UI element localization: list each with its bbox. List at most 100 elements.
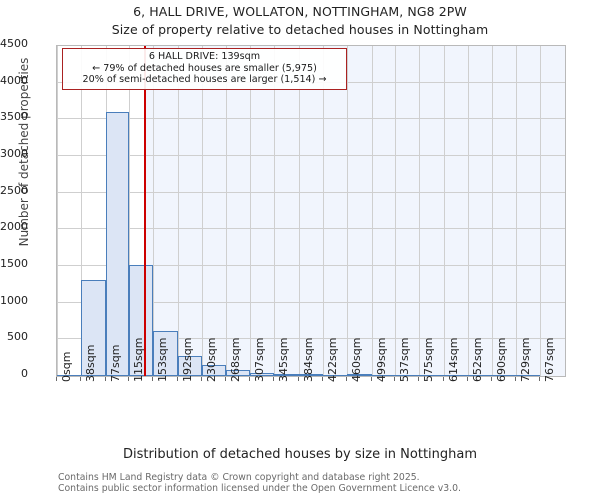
histogram-bar: [57, 375, 81, 376]
chart-header: 6, HALL DRIVE, WOLLATON, NOTTINGHAM, NG8…: [0, 0, 600, 37]
x-tick-mark: [515, 377, 517, 381]
x-tick-mark: [128, 377, 130, 381]
x-tick-mark: [249, 377, 251, 381]
x-tick-mark: [321, 377, 323, 381]
x-tick-label: 575sqm: [422, 337, 436, 382]
x-tick-label: 422sqm: [325, 337, 339, 382]
x-tick-label: 307sqm: [253, 337, 267, 382]
x-tick-label: 537sqm: [398, 337, 412, 382]
grid-line-vertical: [250, 46, 252, 376]
annotation-box: 6 HALL DRIVE: 139sqm ← 79% of detached h…: [62, 48, 347, 90]
y-tick-text: 3000: [0, 147, 28, 160]
histogram-bar: [346, 374, 372, 376]
page-title: 6, HALL DRIVE, WOLLATON, NOTTINGHAM, NG8…: [133, 4, 467, 19]
histogram-bar: [467, 375, 492, 376]
grid-line-horizontal: [57, 338, 565, 340]
histogram-bar: [299, 374, 323, 376]
histogram-bar: [225, 370, 251, 376]
grid-line-vertical: [225, 46, 227, 376]
x-axis-label: Distribution of detached houses by size …: [122, 447, 478, 462]
footer-line-1: Contains HM Land Registry data © Crown c…: [58, 472, 420, 483]
x-tick-label: 384sqm: [302, 337, 316, 382]
x-tick-mark: [394, 377, 396, 381]
y-tick-text: 500: [7, 330, 28, 344]
grid-line-horizontal: [57, 45, 565, 46]
x-tick-mark: [490, 377, 492, 381]
grid-line-vertical: [346, 46, 348, 376]
x-tick-mark: [177, 377, 178, 381]
histogram-bar: [516, 375, 541, 376]
x-tick-label: 652sqm: [470, 337, 484, 382]
x-tick-label: 38sqm: [83, 344, 97, 382]
x-tick-mark: [152, 377, 154, 381]
x-tick-label: 499sqm: [374, 337, 388, 382]
y-tick-text: 1500: [0, 257, 28, 270]
x-tick-label: 614sqm: [446, 337, 460, 382]
x-tick-mark: [56, 377, 57, 381]
grid-line-vertical: [395, 46, 397, 376]
histogram-bar: [419, 375, 444, 376]
y-tick-text: 2500: [0, 183, 28, 197]
x-tick-label: 0sqm: [60, 351, 73, 382]
x-tick-mark: [224, 377, 226, 381]
chart-subtitle: Size of property relative to detached ho…: [111, 22, 489, 37]
histogram-bar: [250, 372, 275, 376]
x-tick-mark: [345, 377, 347, 381]
histogram-bar: [491, 375, 517, 376]
histogram-bar: [153, 331, 178, 376]
grid-line-vertical: [467, 46, 469, 376]
grid-line-vertical: [129, 46, 131, 376]
y-tick-text: 2000: [0, 220, 28, 234]
grid-line-vertical: [419, 46, 421, 376]
annotation-line-3: 20% of semi-detached houses are larger (…: [82, 74, 327, 86]
y-tick-text: 1000: [0, 293, 28, 307]
histogram-bar: [395, 375, 420, 376]
x-tick-mark: [104, 377, 106, 381]
x-tick-mark: [298, 377, 300, 381]
grid-line-vertical: [80, 46, 82, 376]
footer-line-2: Contains public sector information licen…: [58, 483, 461, 494]
histogram-bar: [178, 356, 202, 376]
y-tick-text: 4000: [0, 73, 28, 87]
histogram-bar: [322, 375, 347, 376]
grid-line-vertical: [153, 46, 155, 376]
grid-line-vertical: [516, 46, 518, 376]
x-tick-label: 345sqm: [277, 337, 291, 382]
grid-line-horizontal: [57, 301, 565, 303]
x-tick-mark: [418, 377, 420, 381]
y-tick-text: 0: [21, 367, 28, 380]
x-tick-label: 460sqm: [349, 337, 363, 382]
histogram-bar: [371, 375, 396, 376]
right-shaded-region: [144, 46, 565, 376]
x-tick-label: 77sqm: [108, 344, 122, 382]
x-tick-mark: [539, 377, 541, 381]
x-tick-label: 268sqm: [228, 337, 242, 382]
grid-line-horizontal: [57, 265, 565, 266]
grid-line-horizontal: [57, 155, 565, 156]
histogram-bar: [129, 264, 154, 376]
x-tick-label: 767sqm: [543, 337, 557, 382]
x-tick-mark: [273, 377, 275, 381]
annotation-line-1: 6 HALL DRIVE: 139sqm: [148, 51, 261, 62]
grid-line-vertical: [57, 46, 58, 376]
x-tick-mark: [370, 377, 372, 381]
x-tick-label: 690sqm: [494, 337, 508, 382]
property-size-marker-line: [143, 46, 146, 376]
grid-line-vertical: [299, 46, 301, 376]
x-tick-mark: [200, 377, 202, 381]
histogram-bar: [80, 279, 106, 376]
grid-line-vertical: [274, 46, 276, 376]
x-tick-mark: [79, 377, 81, 381]
annotation-line-2: ← 79% of detached houses are smaller (5,…: [92, 62, 317, 74]
footer-attribution: Contains HM Land Registry data © Crown c…: [58, 472, 598, 494]
x-tick-label: 192sqm: [181, 337, 194, 382]
grid-line-vertical: [491, 46, 493, 376]
y-tick-text: 3500: [0, 110, 28, 124]
histogram-bar: [201, 365, 226, 376]
grid-line-vertical: [443, 46, 445, 376]
grid-line-vertical: [201, 46, 203, 376]
histogram-bar: [274, 374, 300, 376]
x-tick-label: 153sqm: [156, 337, 170, 382]
x-tick-label: 230sqm: [204, 337, 218, 382]
chart-plot-area: [56, 45, 566, 377]
